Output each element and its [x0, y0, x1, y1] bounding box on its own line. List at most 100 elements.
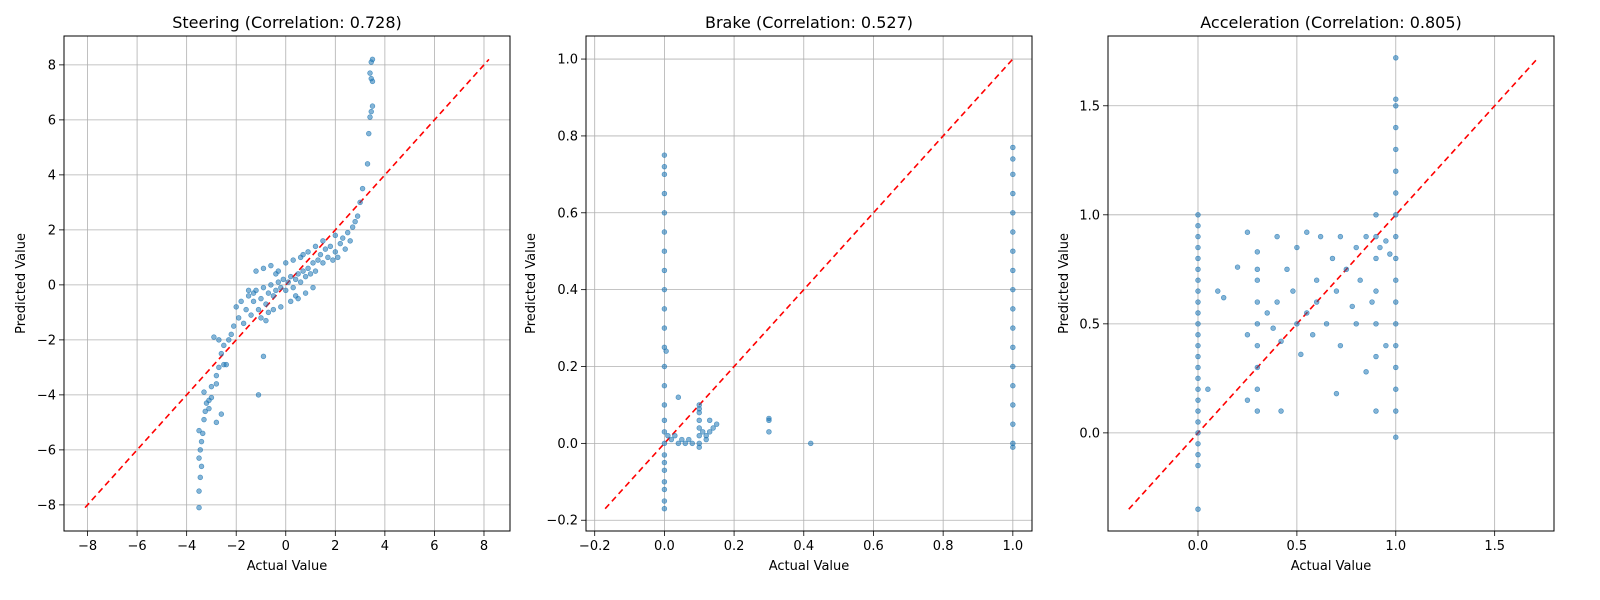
acceleration-data-point [1333, 288, 1340, 294]
acceleration-y-tick-label: 0.5 [1079, 317, 1100, 332]
acceleration-data-point [1337, 342, 1344, 349]
acceleration-data-point [1393, 233, 1399, 240]
steering-x-tick-label: 0 [282, 539, 290, 554]
acceleration-data-point [1304, 310, 1310, 316]
steering-data-point [197, 447, 203, 453]
acceleration-data-point [1393, 434, 1399, 440]
steering-y-tick-label: 2 [48, 223, 56, 238]
acceleration-data-point [1393, 146, 1399, 153]
acceleration-data-point [1254, 386, 1261, 392]
acceleration-data-point [1393, 55, 1399, 61]
steering-data-point [352, 218, 358, 225]
brake-data-point [703, 436, 709, 443]
steering-data-point [312, 268, 319, 274]
steering-x-tick-label: −6 [128, 539, 147, 554]
steering-y-axis-label: Predicted Value [14, 233, 29, 334]
acceleration-x-tick-label: 1.5 [1484, 539, 1505, 554]
acceleration-chart-title: Acceleration (Correlation: 0.805) [1200, 13, 1462, 32]
steering-data-point [359, 185, 366, 192]
steering-y-tick-label: 6 [48, 113, 56, 128]
acceleration-data-point [1393, 364, 1399, 371]
acceleration-data-point [1393, 299, 1399, 305]
steering-data-point [288, 273, 294, 280]
acceleration-data-point [1205, 386, 1211, 392]
brake-x-tick-label: −0.2 [579, 539, 611, 554]
acceleration-data-point [1373, 233, 1379, 240]
acceleration-data-point [1195, 430, 1201, 436]
steering-data-point [322, 246, 329, 252]
steering-data-point [283, 260, 289, 266]
acceleration-data-point [1393, 386, 1399, 392]
acceleration-data-point [1254, 299, 1261, 305]
brake-data-point [706, 417, 713, 424]
acceleration-data-point [1195, 506, 1201, 512]
brake-data-point [661, 325, 668, 331]
brake-data-point [661, 429, 668, 435]
acceleration-data-point [1387, 251, 1393, 257]
steering-data-point [280, 276, 286, 283]
acceleration-x-tick-label: 1.0 [1385, 539, 1406, 554]
brake-data-point [710, 425, 716, 431]
brake-data-point [661, 152, 668, 158]
acceleration-data-point [1373, 212, 1379, 218]
steering-data-point [243, 306, 249, 313]
acceleration-data-point [1195, 255, 1201, 262]
acceleration-data-point [1195, 244, 1201, 251]
acceleration-data-point [1393, 255, 1399, 262]
brake-data-point [696, 432, 702, 439]
acceleration-data-point [1290, 288, 1296, 294]
steering-data-point [231, 323, 237, 329]
brake-data-point [661, 417, 668, 424]
acceleration-scatter-points [1195, 55, 1399, 512]
steering-data-point [307, 271, 314, 277]
brake-data-point [661, 498, 668, 504]
brake-data-point [661, 229, 668, 235]
steering-data-point [288, 298, 294, 305]
steering-y-tick-label: −6 [37, 443, 56, 458]
brake-data-point [661, 467, 668, 473]
steering-data-point [300, 251, 306, 258]
steering-data-point [366, 130, 372, 137]
steering-data-point [330, 257, 336, 263]
acceleration-data-point [1221, 294, 1227, 301]
acceleration-data-point [1310, 332, 1316, 338]
steering-data-point [345, 229, 351, 236]
steering-data-point [226, 337, 232, 343]
brake-y-tick-label: 0.6 [557, 206, 578, 221]
steering-data-point [305, 265, 311, 272]
acceleration-data-point [1254, 266, 1261, 273]
brake-data-point [1010, 144, 1016, 151]
acceleration-data-point [1215, 288, 1221, 294]
steering-data-point [253, 268, 259, 274]
brake-data-point [682, 440, 689, 447]
brake-data-point [1010, 440, 1016, 447]
brake-data-point [679, 436, 685, 443]
brake-data-point [696, 440, 702, 447]
brake-data-point [661, 306, 668, 312]
steering-data-point [278, 284, 284, 291]
acceleration-data-point [1195, 441, 1201, 447]
steering-y-tick-label: −4 [37, 388, 56, 403]
brake-data-point [661, 286, 668, 293]
brake-data-point [696, 402, 702, 408]
brake-data-point [696, 417, 702, 424]
acceleration-data-point [1294, 244, 1300, 251]
steering-data-point [218, 411, 225, 417]
steering-data-point [302, 290, 309, 296]
acceleration-data-point [1353, 321, 1359, 327]
steering-data-point [273, 271, 279, 277]
acceleration-data-point [1278, 338, 1284, 344]
steering-data-point [270, 306, 277, 313]
brake-data-point [713, 421, 720, 427]
steering-y-ticks: −8 −6 −4 −2 0 2 4 6 8 [37, 58, 64, 513]
steering-data-point [265, 290, 272, 296]
steering-data-point [367, 114, 373, 120]
acceleration-data-point [1195, 408, 1201, 414]
steering-x-tick-label: 6 [430, 539, 438, 554]
acceleration-x-ticks: 0.0 0.5 1.0 1.5 [1188, 531, 1505, 554]
steering-data-point [208, 383, 215, 390]
steering-x-tick-label: −8 [78, 539, 97, 554]
steering-data-point [268, 282, 274, 288]
acceleration-axes-frame [1107, 35, 1555, 532]
